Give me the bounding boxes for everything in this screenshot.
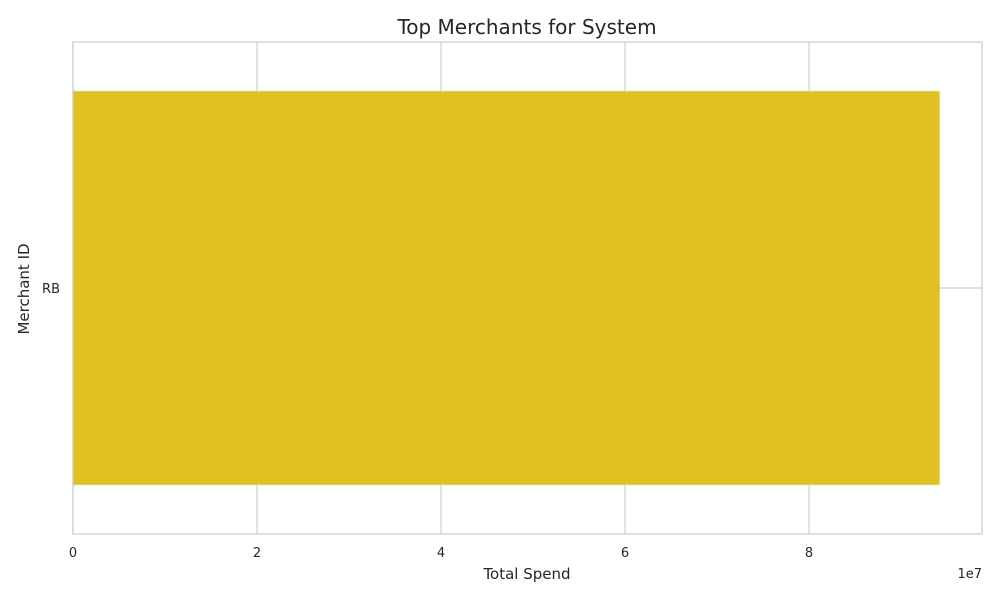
x-tick-label: 2 [253,546,261,561]
bars [73,91,940,485]
x-axis-label: Total Spend [482,565,570,583]
y-tick-label: RB [42,282,60,297]
chart-title: Top Merchants for System [396,15,656,39]
x-tick-labels: 0 2 4 6 8 [69,546,813,561]
y-axis-label: Merchant ID [15,243,33,334]
x-tick-label: 6 [621,546,629,561]
plot-frame [72,41,983,535]
bar-rb [73,91,940,485]
y-tick-labels: RB [42,282,60,297]
x-axis-offset-label: 1e7 [957,567,982,582]
x-tick-label: 8 [805,546,813,561]
x-tick-label: 0 [69,546,77,561]
x-tick-label: 4 [437,546,445,561]
